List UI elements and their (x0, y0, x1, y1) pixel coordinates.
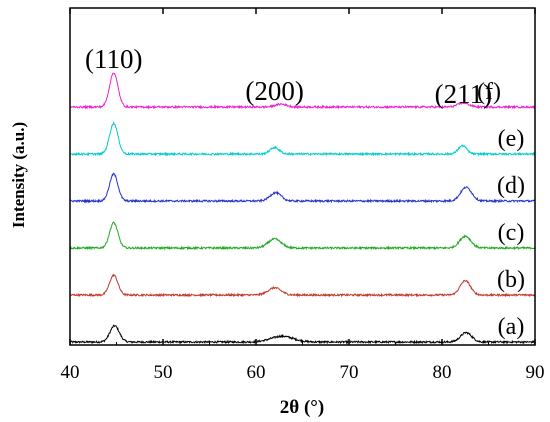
x-ticks: 40 50 60 70 80 90 (61, 8, 545, 383)
series-label-b: (b) (497, 267, 525, 293)
peak-label-211: (211) (435, 79, 492, 109)
series-label-e: (e) (498, 126, 525, 152)
peak-label-200: (200) (245, 76, 303, 106)
series-line-c (69, 221, 536, 251)
series-line-e (69, 120, 536, 157)
series-layer (69, 72, 536, 345)
series-labels: (a) (b) (c) (d) (e) (f) (477, 79, 525, 340)
x-axis-title: 2θ (°) (280, 397, 324, 418)
series-line-b (69, 273, 536, 298)
peak-annotations: (110) (200) (211) (85, 44, 492, 109)
x-tick-label: 90 (526, 362, 545, 383)
series-label-a: (a) (498, 314, 525, 340)
x-tick-label: 80 (433, 362, 452, 383)
series-line-f (69, 72, 536, 110)
series-line-a (69, 324, 536, 345)
x-tick-label: 50 (154, 362, 173, 383)
x-tick-label: 70 (340, 362, 359, 383)
peak-label-110: (110) (85, 44, 142, 74)
plot-area (70, 8, 535, 345)
series-label-c: (c) (498, 220, 525, 246)
series-label-d: (d) (497, 173, 525, 199)
series-line-d (69, 172, 536, 204)
x-tick-label: 40 (61, 362, 80, 383)
y-axis-title: Intensity (a.u.) (9, 122, 28, 228)
plot-background (70, 8, 535, 345)
x-tick-label: 60 (247, 362, 266, 383)
series-label-f: (f) (477, 79, 501, 105)
